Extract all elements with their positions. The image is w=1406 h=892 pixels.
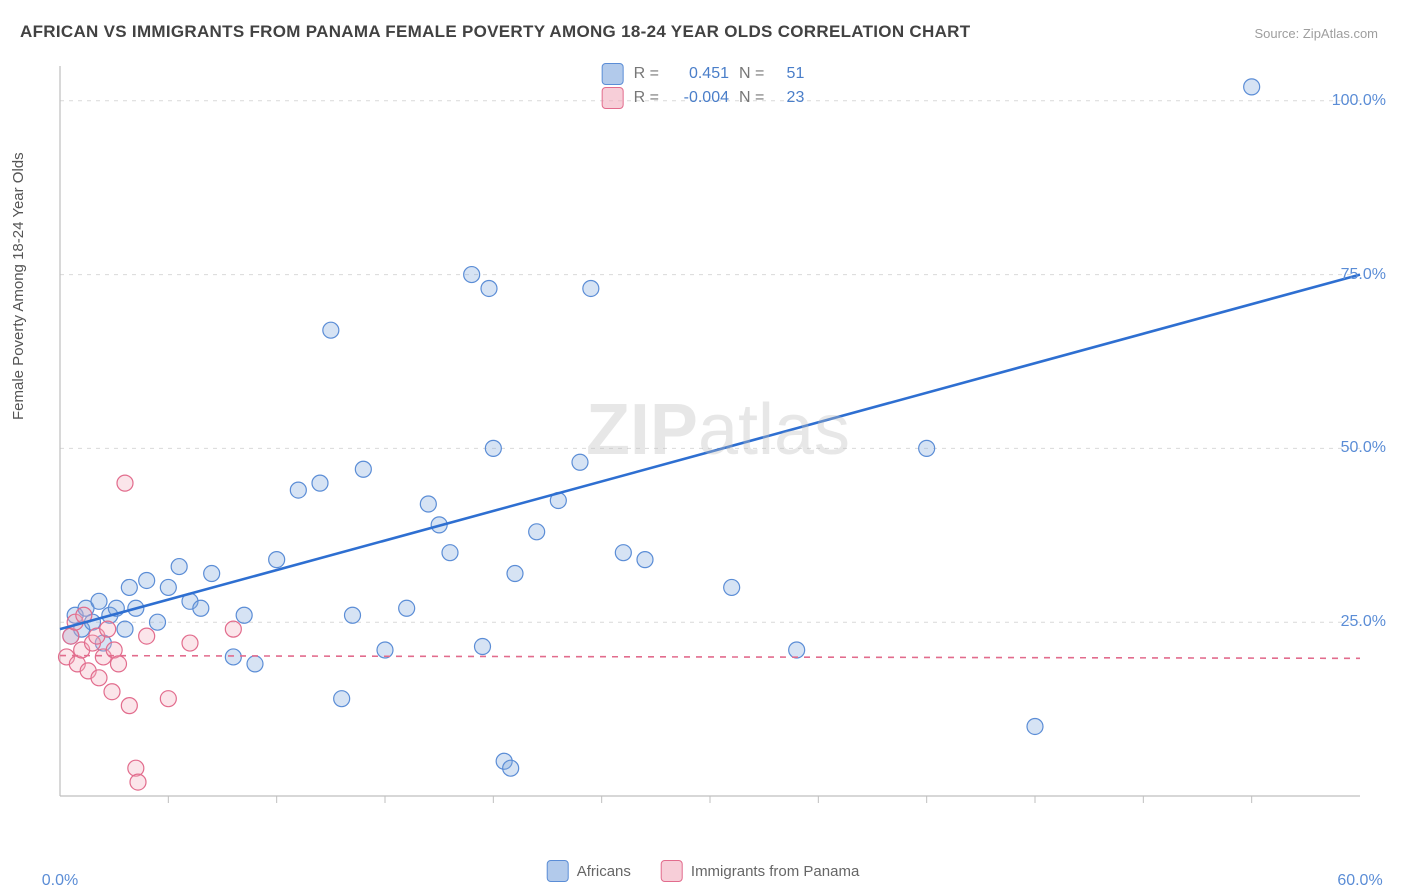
r-label: R = xyxy=(634,89,659,107)
y-tick-label: 25.0% xyxy=(1341,613,1386,631)
n-value: 51 xyxy=(774,65,804,83)
y-tick-label: 50.0% xyxy=(1341,439,1386,457)
legend-item: Africans xyxy=(547,860,631,882)
legend-item: Immigrants from Panama xyxy=(661,860,859,882)
chart-title: AFRICAN VS IMMIGRANTS FROM PANAMA FEMALE… xyxy=(20,22,970,42)
n-value: 23 xyxy=(774,89,804,107)
r-value: -0.004 xyxy=(669,89,729,107)
y-tick-label: 75.0% xyxy=(1341,266,1386,284)
n-label: N = xyxy=(739,65,764,83)
legend-label: Africans xyxy=(577,863,631,880)
legend-swatch xyxy=(602,63,624,85)
x-tick-label: 0.0% xyxy=(42,872,78,890)
x-tick-label: 60.0% xyxy=(1337,872,1382,890)
legend-swatch xyxy=(547,860,569,882)
legend-label: Immigrants from Panama xyxy=(691,863,859,880)
chart-svg xyxy=(48,60,1388,830)
y-tick-label: 100.0% xyxy=(1332,92,1386,110)
plot-area: ZIPatlas xyxy=(48,60,1388,830)
stats-legend: R = 0.451 N = 51 R = -0.004 N = 23 xyxy=(602,62,805,110)
legend-swatch xyxy=(661,860,683,882)
legend-swatch xyxy=(602,87,624,109)
n-label: N = xyxy=(739,89,764,107)
source-label: Source: ZipAtlas.com xyxy=(1254,26,1378,41)
y-axis-label: Female Poverty Among 18-24 Year Olds xyxy=(10,152,27,420)
r-label: R = xyxy=(634,65,659,83)
r-value: 0.451 xyxy=(669,65,729,83)
stats-legend-row: R = 0.451 N = 51 xyxy=(602,62,805,86)
stats-legend-row: R = -0.004 N = 23 xyxy=(602,86,805,110)
series-legend: Africans Immigrants from Panama xyxy=(547,860,860,882)
